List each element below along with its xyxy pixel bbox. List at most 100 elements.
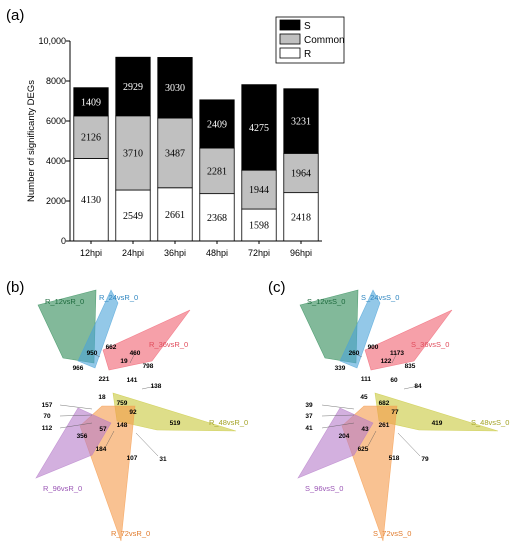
venn-set-label: S_96vsS_0 (305, 484, 343, 493)
bar-segment (115, 56, 151, 117)
venn-region-value: 70 (43, 413, 51, 420)
stacked-bar-chart: 0 2000 4000 6000 8000 10,000 4130 2126 1409 2549… (26, 16, 345, 258)
venn-region-value: 43 (361, 426, 369, 433)
venn-region-value: 835 (405, 363, 416, 370)
y-tick-label: 0 (61, 236, 66, 246)
venn-set-petal (364, 309, 453, 371)
y-tick-label: 2000 (46, 196, 66, 206)
leader-line (391, 352, 398, 364)
leader-line (141, 385, 157, 390)
legend-swatch (279, 47, 301, 59)
venn-region-value: 460 (130, 350, 141, 357)
x-tick-label: 48hpi (206, 248, 228, 258)
x-tick-label: 24hpi (122, 248, 144, 258)
bar-segment (115, 189, 151, 242)
venn-set-label: S_24vsS_0 (361, 293, 399, 302)
venn-region-value: 84 (414, 383, 422, 390)
x-tick-label: 36hpi (164, 248, 186, 258)
venn-set-petal (339, 289, 381, 369)
bar-segment (199, 193, 235, 242)
bar-segment (157, 187, 193, 242)
bar-segment (283, 152, 319, 194)
venn-region-value: 77 (391, 409, 399, 416)
venn-region-value: 141 (127, 377, 138, 384)
leader-line (59, 414, 93, 417)
venn-region-value: 519 (170, 420, 181, 427)
venn-set-petal (35, 407, 112, 479)
venn-set-label: R_96vsR_0 (43, 484, 82, 493)
legend-swatch (279, 33, 301, 45)
bar-segment (283, 88, 319, 154)
venn-region-value: 92 (129, 409, 137, 416)
segment-value-label: 2409 (207, 119, 227, 130)
bar-segment (73, 87, 109, 117)
y-tick-label: 8000 (46, 76, 66, 86)
venn-region-value: 339 (335, 365, 346, 372)
segment-value-label: 3710 (123, 148, 143, 159)
venn-region-value: 682 (379, 400, 390, 407)
venn-region-value: 356 (77, 433, 88, 440)
leader-line (321, 414, 355, 417)
venn-region-value: 662 (106, 344, 117, 351)
venn-region-value: 204 (339, 433, 350, 440)
y-axis: 0 2000 4000 6000 8000 10,000 (38, 36, 71, 246)
bars: 4130 2126 1409 2549 3710 2929 2661 3487 3030 2368… (73, 56, 319, 242)
bar-segment (157, 117, 193, 189)
venn-set-label: S_48vsS_0 (471, 418, 509, 427)
panel-label-c: (c) (268, 279, 286, 296)
leader-line (59, 404, 93, 410)
segment-value-label: 3487 (165, 148, 185, 159)
bar-segment (241, 169, 277, 210)
venn-region-value: 798 (143, 363, 154, 370)
legend-label: S (304, 21, 311, 32)
venn-set-petal (102, 309, 191, 371)
segment-value-label: 2126 (81, 133, 101, 144)
bar-segment (73, 115, 109, 159)
segment-value-label: 2281 (207, 166, 227, 177)
venn-diagram-r: R_12vsR_0 R_24vsR_0 R_36vsR_0 R_48vsR_0 R_72… (35, 289, 248, 542)
venn-set-petal (297, 407, 374, 479)
venn-region-value: 37 (305, 413, 313, 420)
venn-set-label: S_72vsS_0 (373, 529, 411, 538)
venn-set-label: S_36vsS_0 (411, 340, 449, 349)
legend: S Common R (275, 16, 345, 64)
segment-value-label: 2418 (291, 212, 311, 223)
legend-label: Common (304, 35, 345, 46)
venn-region-value: 31 (159, 456, 167, 463)
venn-region-value: 107 (127, 455, 138, 462)
segment-value-label: 2549 (123, 211, 143, 222)
venn-region-value: 41 (305, 425, 313, 432)
y-tick-label: 10,000 (38, 36, 66, 46)
bar-segment (241, 208, 277, 242)
venn-region-value: 221 (99, 376, 110, 383)
legend-swatch (279, 19, 301, 31)
venn-region-value: 39 (305, 402, 313, 409)
leader-line (321, 422, 355, 429)
venn-region-value: 18 (98, 394, 106, 401)
venn-region-value: 950 (87, 350, 98, 357)
bar-segment (199, 147, 235, 195)
venn-set-label: S_12vsS_0 (307, 297, 345, 306)
venn-region-value: 900 (368, 344, 379, 351)
venn-set-label: R_24vsR_0 (99, 293, 138, 302)
legend-label: R (304, 49, 311, 60)
segment-value-label: 4275 (249, 123, 269, 134)
leader-line (135, 432, 159, 457)
venn-set-label: R_12vsR_0 (45, 297, 84, 306)
panel-label-a: (a) (6, 7, 24, 24)
bar-segment (157, 57, 193, 119)
venn-region-value: 759 (117, 400, 128, 407)
venn-set-label: R_72vsR_0 (111, 529, 150, 538)
segment-value-label: 3231 (291, 117, 311, 128)
venn-diagram-s: S_12vsS_0 S_24vsS_0 S_36vsS_0 S_48vsS_0 S_72… (297, 289, 509, 542)
venn-region-value: 148 (117, 422, 128, 429)
leader-line (59, 422, 93, 429)
panel-label-b: (b) (6, 279, 24, 296)
y-axis-title: Number of significanty DEGs (26, 80, 37, 202)
leader-line (321, 404, 355, 410)
venn-region-value: 966 (73, 365, 84, 372)
venn-region-value: 261 (379, 422, 390, 429)
leader-line (129, 352, 136, 364)
segment-value-label: 2929 (123, 82, 143, 93)
